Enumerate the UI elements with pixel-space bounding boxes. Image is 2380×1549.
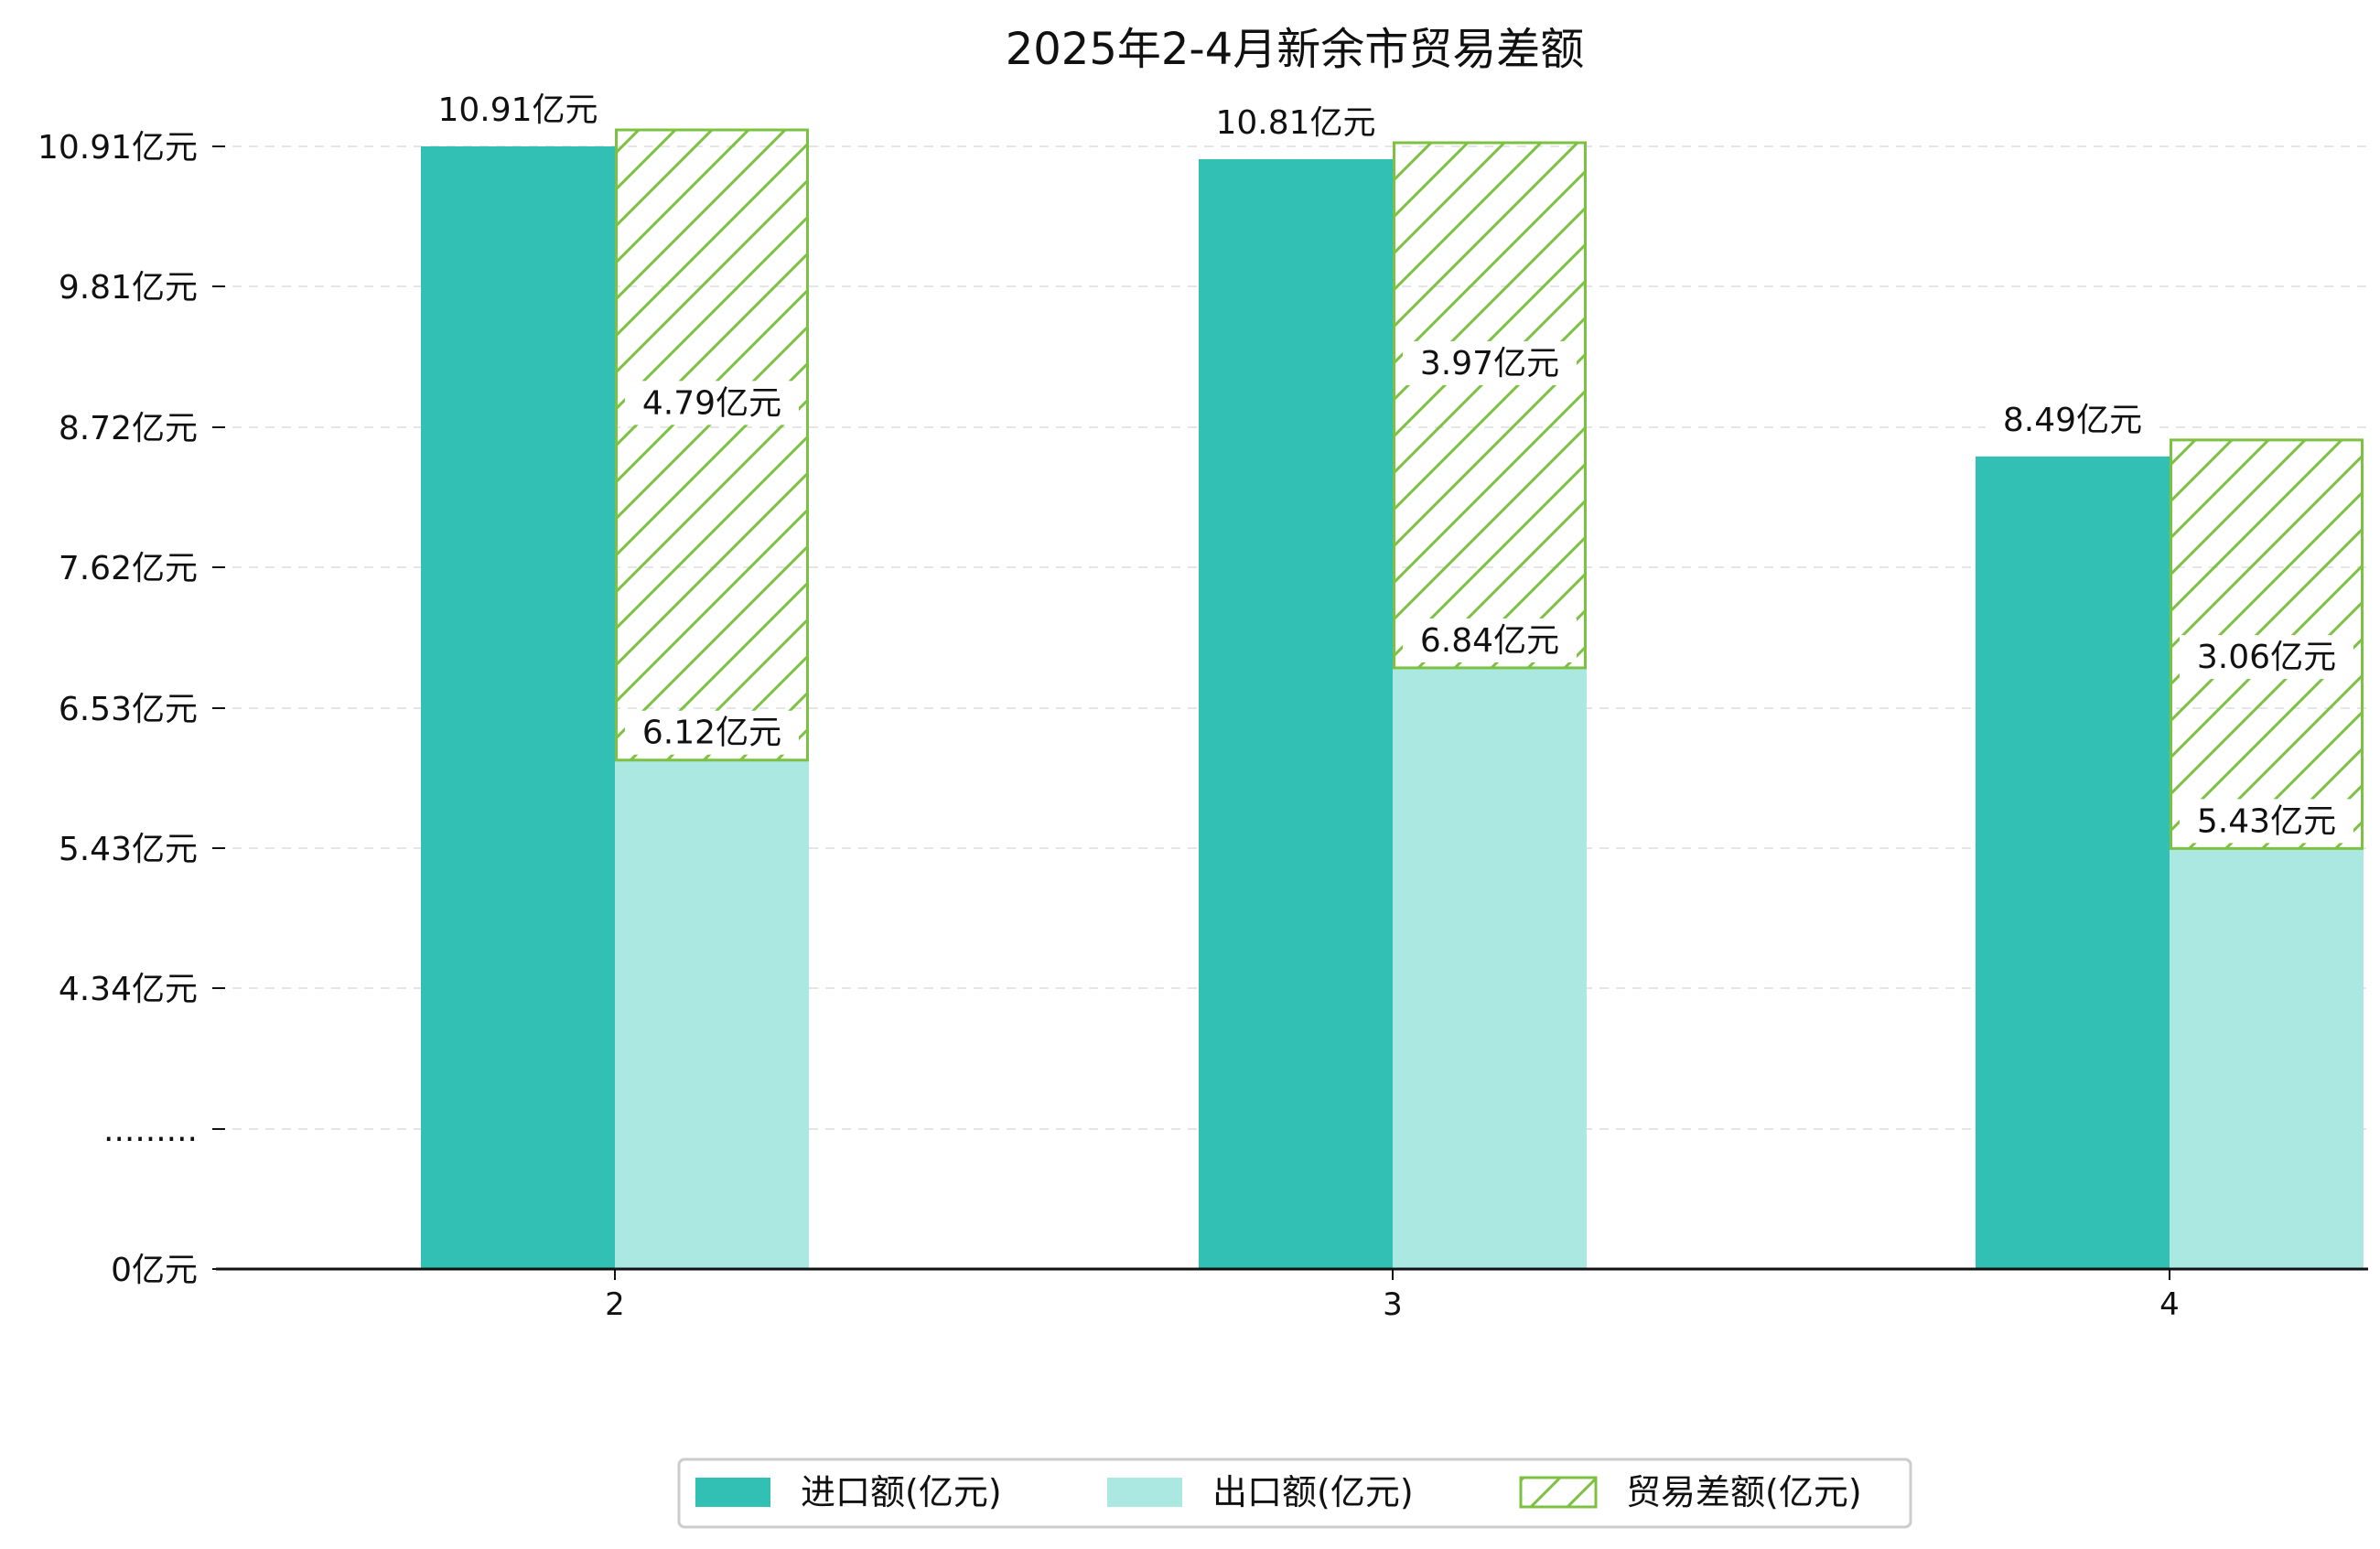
label-import-bg	[1986, 397, 2159, 442]
y-tick-label: 5.43亿元	[59, 831, 198, 868]
label-export-group: 6.12亿元	[625, 710, 799, 755]
y-tick-label: 6.53亿元	[59, 691, 198, 728]
bar-export	[1393, 667, 1587, 1269]
label-balance-group: 4.79亿元	[625, 381, 799, 425]
label-import-group: 8.49亿元	[1986, 397, 2159, 442]
legend-item-balance-label: 贸易差额(亿元)	[1626, 1472, 1862, 1512]
label-balance: 4.79亿元	[642, 384, 781, 422]
label-balance-bg	[625, 381, 799, 425]
label-import-group: 10.91亿元	[431, 88, 605, 132]
legend-item-balance: 贸易差额(亿元)	[1519, 1472, 1862, 1512]
label-balance: 3.06亿元	[2197, 639, 2336, 676]
legend-item-export-swatch	[1107, 1478, 1182, 1507]
y-tick-label: .........	[103, 1112, 198, 1149]
legend-item-import: 进口额(亿元)	[695, 1472, 1002, 1512]
y-tick-label: 0亿元	[111, 1252, 198, 1289]
label-import: 8.49亿元	[2003, 402, 2142, 439]
label-import-group: 10.81亿元	[1209, 101, 1383, 145]
y-tick-label: 10.91亿元	[38, 129, 198, 167]
label-import-bg	[1209, 101, 1383, 145]
bar-import	[421, 146, 615, 1269]
label-export: 6.84亿元	[1420, 622, 1559, 660]
y-tick-label: 7.62亿元	[59, 550, 198, 587]
y-tick-label: 9.81亿元	[59, 269, 198, 307]
bar-export	[2170, 848, 2364, 1269]
label-export-bg	[625, 710, 799, 755]
bar-import	[1199, 159, 1393, 1269]
label-balance-group: 3.97亿元	[1403, 340, 1577, 385]
label-export-group: 5.43亿元	[2180, 799, 2353, 844]
x-tick-label: 2	[605, 1286, 625, 1323]
y-tick-label: 4.34亿元	[59, 971, 198, 1008]
legend-item-balance-swatch	[1519, 1476, 1598, 1509]
bar-balance	[615, 128, 809, 762]
label-balance: 3.97亿元	[1420, 345, 1559, 382]
legend-box	[677, 1458, 1912, 1529]
legend-item-export-label: 出口额(亿元)	[1212, 1472, 1414, 1512]
legend-item-export: 出口额(亿元)	[1107, 1472, 1414, 1512]
bar-import	[1976, 456, 2170, 1269]
label-balance-bg	[1403, 340, 1577, 385]
label-import: 10.91亿元	[437, 91, 598, 129]
bar-balance	[1393, 141, 1587, 670]
legend-item-import-swatch	[695, 1478, 770, 1507]
label-export: 6.12亿元	[642, 715, 781, 752]
label-export-bg	[2180, 799, 2353, 844]
legend-item-import-label: 进口额(亿元)	[801, 1472, 1002, 1512]
label-balance-group: 3.06亿元	[2180, 635, 2353, 680]
label-import: 10.81亿元	[1215, 104, 1375, 142]
x-tick-label: 4	[2159, 1286, 2180, 1323]
label-import-bg	[431, 88, 605, 132]
label-balance-bg	[2180, 635, 2353, 680]
label-export: 5.43亿元	[2197, 802, 2336, 840]
label-export-bg	[1403, 618, 1577, 662]
label-export-group: 6.84亿元	[1403, 618, 1577, 662]
y-tick-label: 8.72亿元	[59, 410, 198, 447]
x-tick-label: 3	[1383, 1286, 1403, 1323]
chart-title: 2025年2-4月新余市贸易差额	[1006, 24, 1585, 75]
bar-export	[615, 759, 809, 1269]
